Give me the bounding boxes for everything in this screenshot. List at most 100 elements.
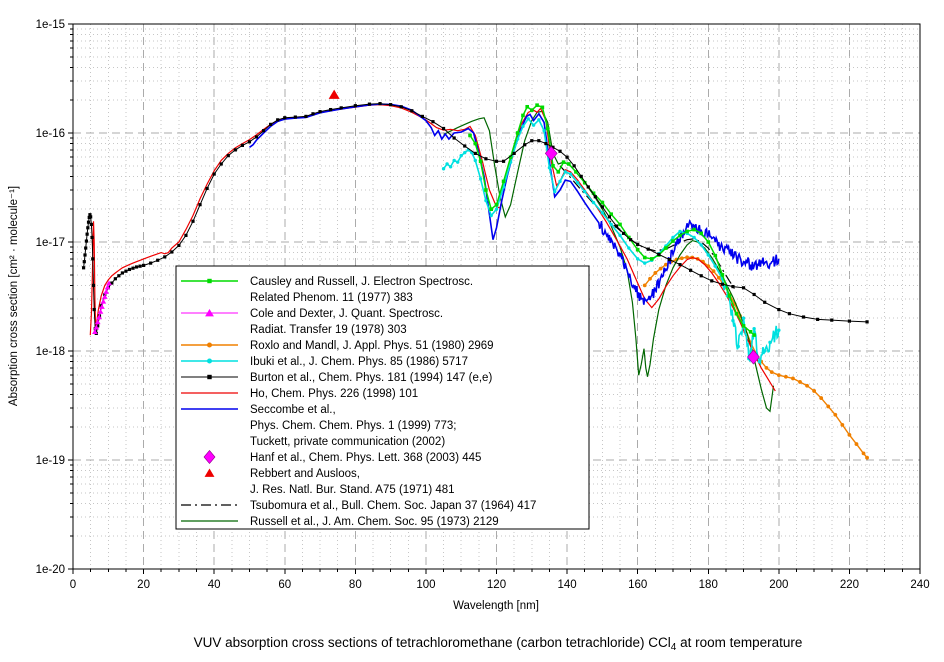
x-axis-title: Wavelength [nm]	[453, 600, 539, 612]
burton-marker	[141, 263, 146, 267]
burton-marker	[318, 110, 322, 114]
hanf-marker	[203, 450, 216, 464]
legend-entry-seccombe: Seccombe et al., Phys. Chem. Chem. Phys. …	[181, 404, 456, 448]
ibuki-marker	[627, 246, 631, 250]
roxlo-marker	[685, 255, 689, 260]
ibuki-marker	[752, 327, 756, 331]
causley-marker	[207, 278, 212, 284]
x-tick-label: 80	[349, 579, 362, 591]
legend-entry-tsubomura: Tsubomura et al., Bull. Chem. Soc. Japan…	[181, 500, 536, 512]
x-tick-label: 240	[910, 579, 929, 591]
causley-marker	[473, 141, 478, 146]
ibuki-marker	[591, 200, 596, 205]
burton-marker	[763, 300, 767, 304]
ibuki-marker	[618, 233, 622, 238]
cole-marker	[103, 289, 110, 294]
burton-marker	[523, 143, 527, 147]
series-hanf	[544, 145, 760, 365]
burton-marker	[96, 324, 100, 328]
x-tick-label: 200	[769, 579, 788, 591]
legend-label: Ibuki et al., J. Chem. Phys. 85 (1986) 5…	[250, 356, 468, 368]
series-tsubomura	[559, 165, 738, 293]
burton-marker	[551, 145, 555, 149]
burton-marker	[657, 252, 661, 256]
ibuki-marker	[494, 207, 499, 211]
burton-marker	[311, 112, 315, 116]
causley-marker	[741, 324, 746, 328]
legend-entry-burton: Burton et al., Chem. Phys. 181 (1994) 14…	[181, 372, 492, 384]
ibuki-line	[442, 117, 780, 366]
burton-marker	[226, 154, 230, 158]
caption-text: VUV absorption cross sections of tetrach…	[194, 635, 671, 650]
burton-marker	[124, 269, 128, 273]
burton-marker	[847, 319, 852, 323]
burton-marker	[678, 263, 682, 267]
causley-marker	[501, 179, 506, 184]
ibuki-marker	[448, 165, 453, 169]
ibuki-marker	[678, 229, 682, 234]
causley-marker	[699, 231, 703, 236]
burton-marker	[113, 277, 117, 281]
x-tick-label: 20	[137, 579, 150, 591]
causley-marker	[752, 333, 756, 337]
burton-marker	[261, 129, 266, 133]
burton-marker	[127, 267, 132, 272]
burton-marker	[667, 257, 672, 262]
ibuki-marker	[452, 158, 456, 163]
burton-marker	[636, 242, 640, 247]
burton-marker	[830, 318, 834, 322]
cole-marker	[205, 309, 214, 317]
burton-marker	[177, 243, 181, 248]
ibuki-marker	[600, 211, 605, 215]
burton-marker	[254, 135, 259, 139]
ibuki-marker	[547, 166, 552, 170]
legend-label: Related Phenom. 11 (1977) 383	[250, 292, 413, 304]
x-tick-label: 0	[70, 579, 76, 591]
burton-marker	[120, 271, 125, 275]
x-tick-label: 40	[208, 579, 221, 591]
legend-label: Seccombe et al.,	[250, 404, 336, 416]
legend-entry-causley: Causley and Russell, J. Electron Spectro…	[181, 276, 473, 304]
legend-entry-cole: Cole and Dexter, J. Quant. Spectrosc. Rad…	[181, 308, 443, 336]
burton-marker	[81, 266, 86, 270]
ibuki-marker	[521, 124, 525, 129]
burton-marker	[777, 307, 781, 312]
cole-marker	[99, 304, 105, 309]
burton-marker	[240, 143, 244, 147]
burton-marker	[741, 286, 746, 290]
legend-label: Radiat. Transfer 19 (1978) 303	[250, 324, 407, 336]
legend-label: Cole and Dexter, J. Quant. Spectrosc.	[250, 308, 443, 320]
ibuki-marker	[463, 150, 467, 155]
burton-marker	[367, 102, 372, 106]
burton-marker	[85, 232, 89, 236]
burton-marker	[163, 255, 167, 259]
burton-marker	[131, 266, 135, 270]
ibuki-marker	[773, 331, 778, 336]
ibuki-marker	[713, 264, 718, 268]
series-causley	[468, 103, 756, 337]
burton-marker	[92, 307, 96, 312]
burton-marker	[787, 312, 792, 316]
burton-marker	[720, 282, 724, 286]
ibuki-marker	[526, 117, 530, 121]
burton-marker	[420, 114, 424, 119]
causley-marker	[521, 113, 525, 118]
cole-marker	[100, 298, 107, 304]
burton-marker	[801, 315, 806, 319]
x-tick-label: 140	[557, 579, 576, 591]
burton-marker	[233, 148, 237, 152]
causley-marker	[713, 253, 718, 258]
ibuki-marker	[489, 213, 493, 218]
legend-label: Phys. Chem. Chem. Phys. 1 (1999) 773;	[250, 420, 456, 432]
burton-marker	[378, 102, 382, 106]
ibuki-marker	[478, 177, 483, 181]
x-tick-label: 120	[487, 579, 506, 591]
burton-marker	[134, 265, 139, 269]
roxlo-marker	[861, 451, 866, 456]
cole-marker	[96, 314, 102, 320]
causley-marker	[574, 170, 578, 174]
causley-marker	[468, 133, 472, 138]
burton-marker	[484, 157, 488, 161]
burton-marker	[389, 103, 393, 107]
